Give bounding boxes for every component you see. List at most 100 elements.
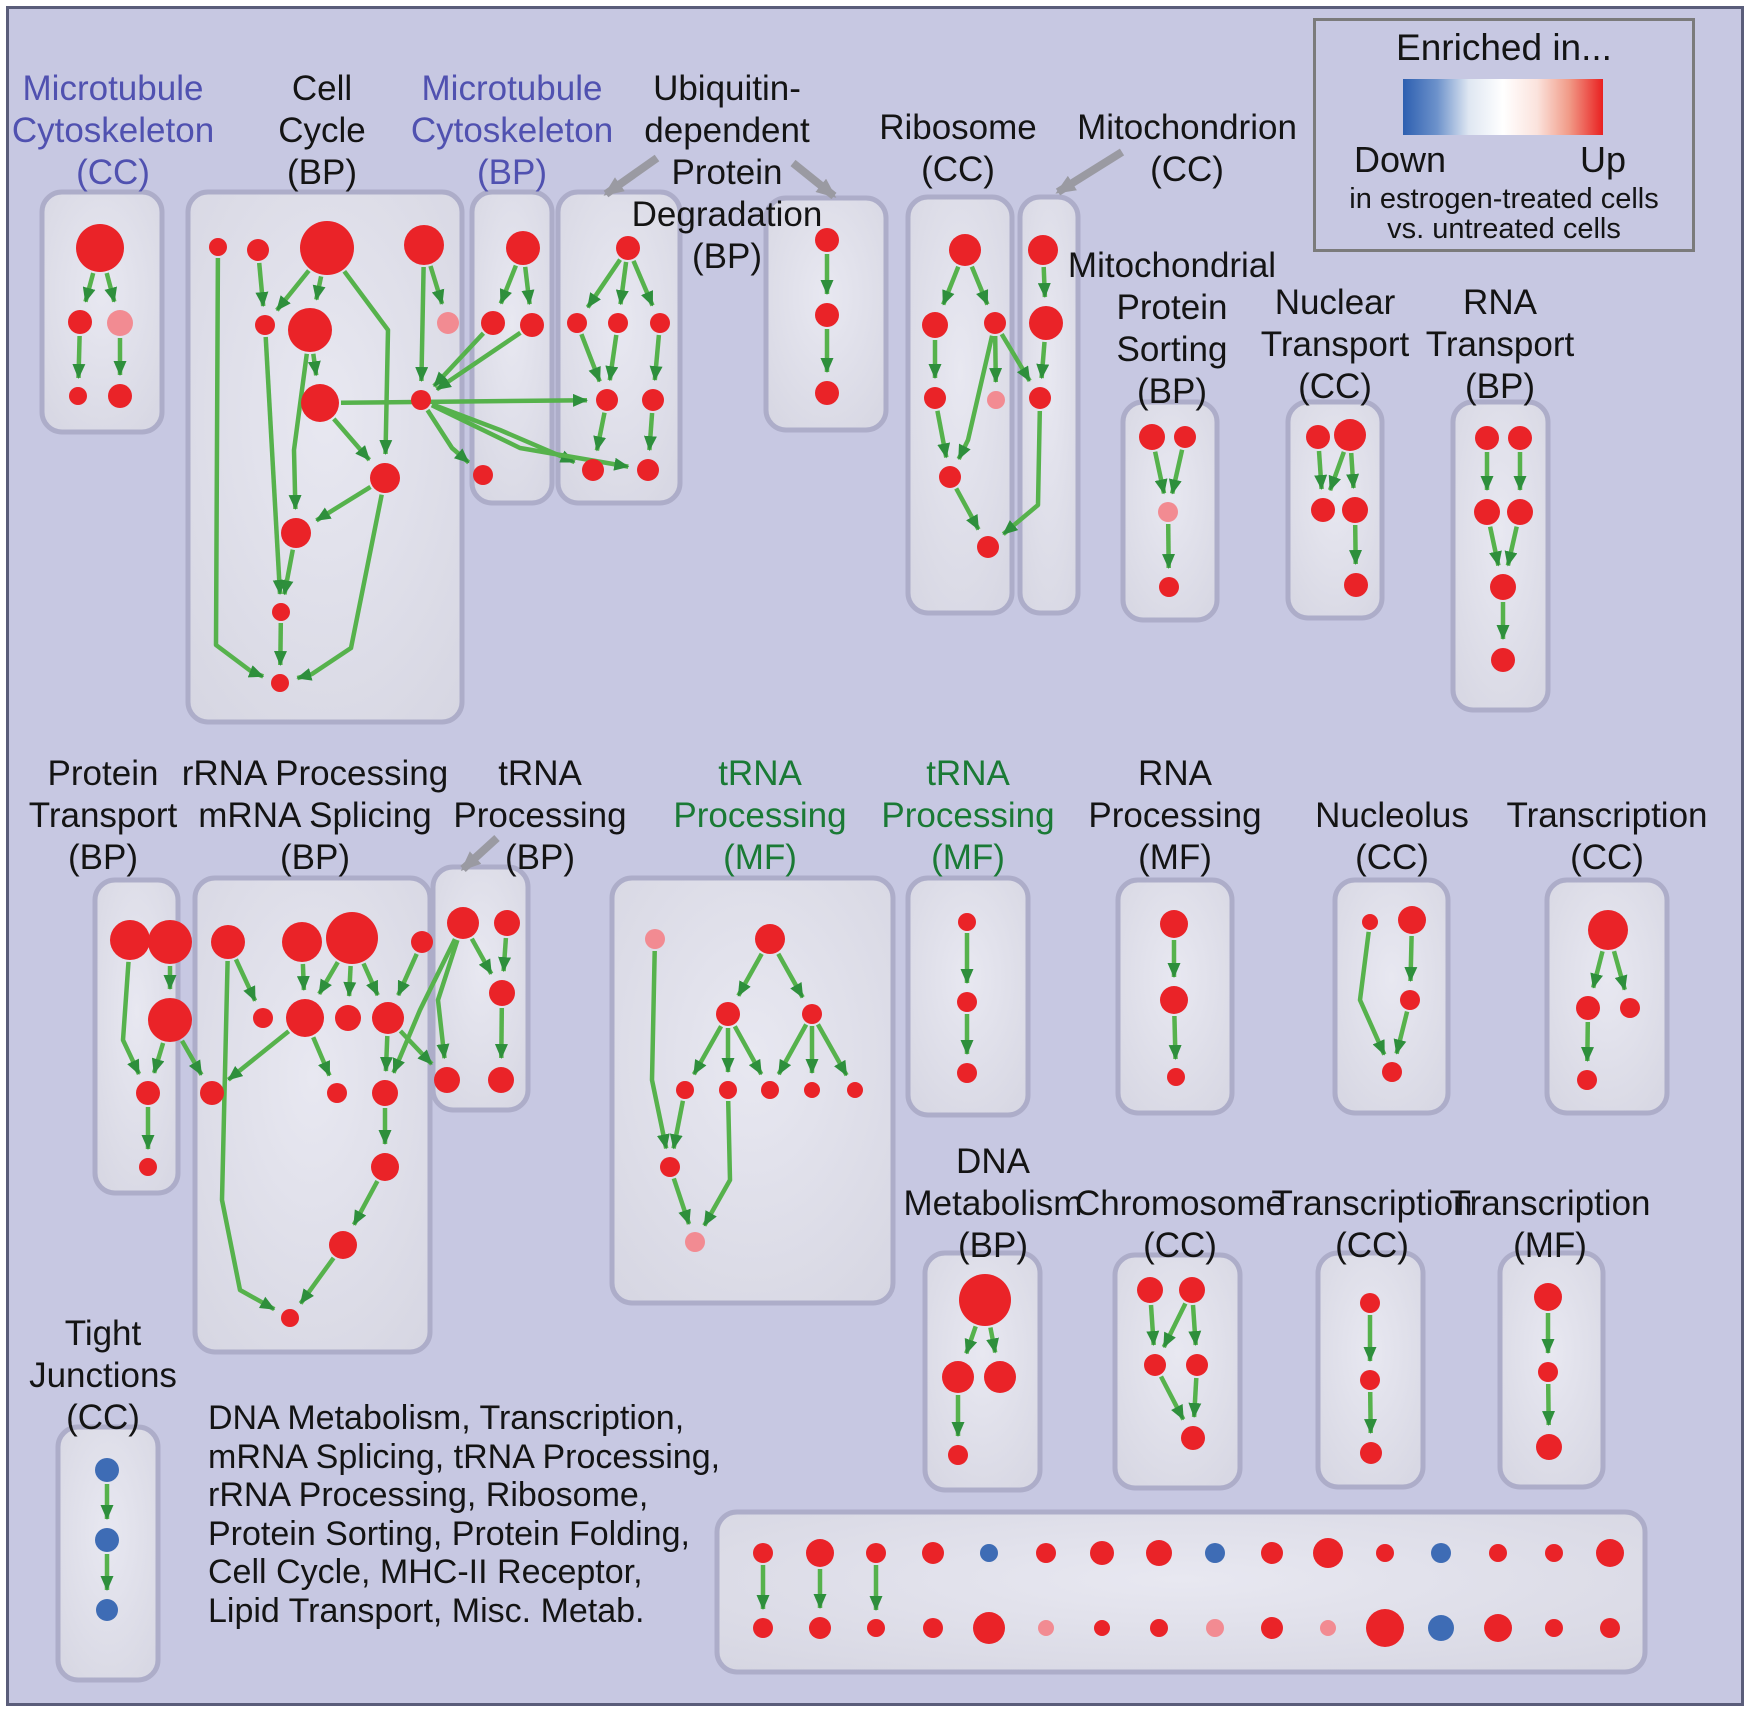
go-term-node-K4 — [136, 1081, 160, 1105]
go-term-node-E1 — [815, 228, 839, 252]
edge-arrow — [585, 258, 622, 309]
edge-arrow — [956, 335, 995, 460]
go-term-node-L11 — [372, 1080, 398, 1106]
go-term-node-H3 — [1158, 502, 1178, 522]
go-term-node-x3b — [867, 1619, 885, 1637]
edge-arrow — [311, 1036, 332, 1077]
go-term-node-J5 — [1490, 574, 1516, 600]
cluster-label-rib: (CC) — [921, 150, 995, 189]
go-term-node-N3 — [716, 1002, 740, 1026]
cluster-label-nt: (CC) — [1298, 367, 1372, 406]
go-term-node-P3 — [1167, 1068, 1185, 1086]
go-term-node-F1 — [949, 234, 981, 266]
edge-arrow — [521, 266, 535, 306]
go-term-node-D2 — [567, 313, 587, 333]
go-term-node-D6 — [642, 389, 664, 411]
edge-arrow — [425, 408, 471, 465]
go-term-node-B5 — [255, 315, 275, 335]
edge-arrow — [379, 1035, 393, 1072]
edge-arrow — [296, 494, 384, 681]
go-term-node-A2 — [68, 310, 92, 334]
go-term-node-U2 — [1179, 1277, 1205, 1303]
edge-arrow — [669, 1100, 686, 1150]
go-term-node-N2 — [755, 924, 785, 954]
cluster-label-mtbp: Cytoskeleton — [411, 111, 613, 150]
cluster-label-chr: (CC) — [1143, 1226, 1217, 1265]
go-term-node-N1 — [645, 929, 665, 949]
edge-arrow — [1159, 1375, 1186, 1421]
edge-arrow — [342, 269, 393, 455]
go-term-node-x7t — [1090, 1541, 1114, 1565]
edge-arrow — [498, 264, 518, 305]
edge-arrow — [615, 261, 629, 306]
edge-arrow — [273, 622, 287, 666]
go-term-node-x6b — [1038, 1620, 1054, 1636]
go-term-node-B3 — [300, 221, 354, 275]
edge-arrow — [776, 952, 805, 999]
go-term-node-F6 — [939, 466, 961, 488]
go-term-node-B13 — [271, 674, 289, 692]
edge-arrow — [1346, 452, 1360, 489]
go-term-node-G2 — [1029, 306, 1063, 340]
go-term-node-J2 — [1508, 426, 1532, 450]
go-term-node-L13 — [329, 1231, 357, 1259]
edge-arrow — [691, 1025, 724, 1076]
edge-arrow — [1349, 524, 1363, 565]
legend-up-label: Up — [1579, 139, 1627, 180]
go-term-node-x13t — [1431, 1543, 1451, 1563]
cluster-label-ubi: dependent — [644, 111, 810, 150]
go-term-node-J3 — [1474, 499, 1500, 525]
edge-arrow — [213, 257, 265, 679]
edge-arrow — [935, 410, 951, 459]
go-term-node-Q2 — [1398, 906, 1426, 934]
edge-arrow — [989, 335, 1003, 383]
go-term-node-D3 — [608, 313, 628, 333]
edge-arrow — [671, 1177, 692, 1225]
label-pointer-arrow — [603, 154, 660, 198]
go-term-node-R4 — [1577, 1070, 1597, 1090]
label-pointer-arrow — [1055, 148, 1125, 196]
go-term-node-K5 — [139, 1158, 157, 1176]
edge-arrow — [986, 1327, 999, 1354]
cluster-label-mito: Mitochondrion — [1077, 108, 1297, 147]
edge-arrow — [1393, 1011, 1410, 1055]
go-term-node-x16b — [1600, 1618, 1620, 1638]
edge-arrow — [428, 265, 445, 305]
go-term-node-L4 — [411, 931, 433, 953]
go-term-node-O2 — [957, 992, 977, 1012]
misc-terms-line: Cell Cycle, MHC-II Receptor, — [208, 1553, 643, 1592]
cluster-label-dnam: Metabolism — [904, 1184, 1083, 1223]
go-term-node-I4 — [1342, 497, 1368, 523]
go-term-node-L2 — [282, 922, 322, 962]
cluster-label-ubi: Protein — [672, 153, 783, 192]
edge-arrow — [736, 952, 764, 997]
go-term-node-I2 — [1334, 419, 1366, 451]
go-term-node-M1 — [447, 907, 479, 939]
misc-terms-text: DNA Metabolism, Transcription, mRNA Spli… — [208, 1399, 720, 1631]
edge-arrow — [226, 1029, 291, 1082]
go-term-node-x5b — [973, 1612, 1005, 1644]
edge-arrow — [732, 1025, 764, 1076]
edge-arrow — [104, 272, 117, 303]
edge-arrow — [72, 335, 86, 379]
go-term-node-L12 — [371, 1153, 399, 1181]
go-term-node-R3 — [1620, 998, 1640, 1018]
edge-arrow — [180, 1039, 204, 1076]
go-term-node-x12t — [1376, 1544, 1394, 1562]
legend: Enriched in... Down Up in estrogen-treat… — [1313, 18, 1695, 252]
edge-arrow — [1327, 451, 1347, 492]
edge-arrow — [1168, 1015, 1182, 1060]
go-term-node-x4b — [923, 1618, 943, 1638]
go-term-node-S2 — [95, 1528, 119, 1552]
misc-terms-line: rRNA Processing, Ribosome, — [208, 1476, 649, 1515]
cluster-label-tj: Junctions — [29, 1356, 177, 1395]
go-term-node-U4 — [1186, 1354, 1208, 1376]
edge-arrow — [1001, 410, 1043, 536]
go-term-node-T1 — [959, 1274, 1011, 1326]
go-term-node-F3 — [984, 312, 1006, 334]
go-term-node-D8 — [637, 459, 659, 481]
cluster-label-rrna: (BP) — [280, 838, 350, 877]
go-term-node-N5 — [676, 1081, 694, 1099]
cluster-label-mtbp: Microtubule — [422, 69, 603, 108]
